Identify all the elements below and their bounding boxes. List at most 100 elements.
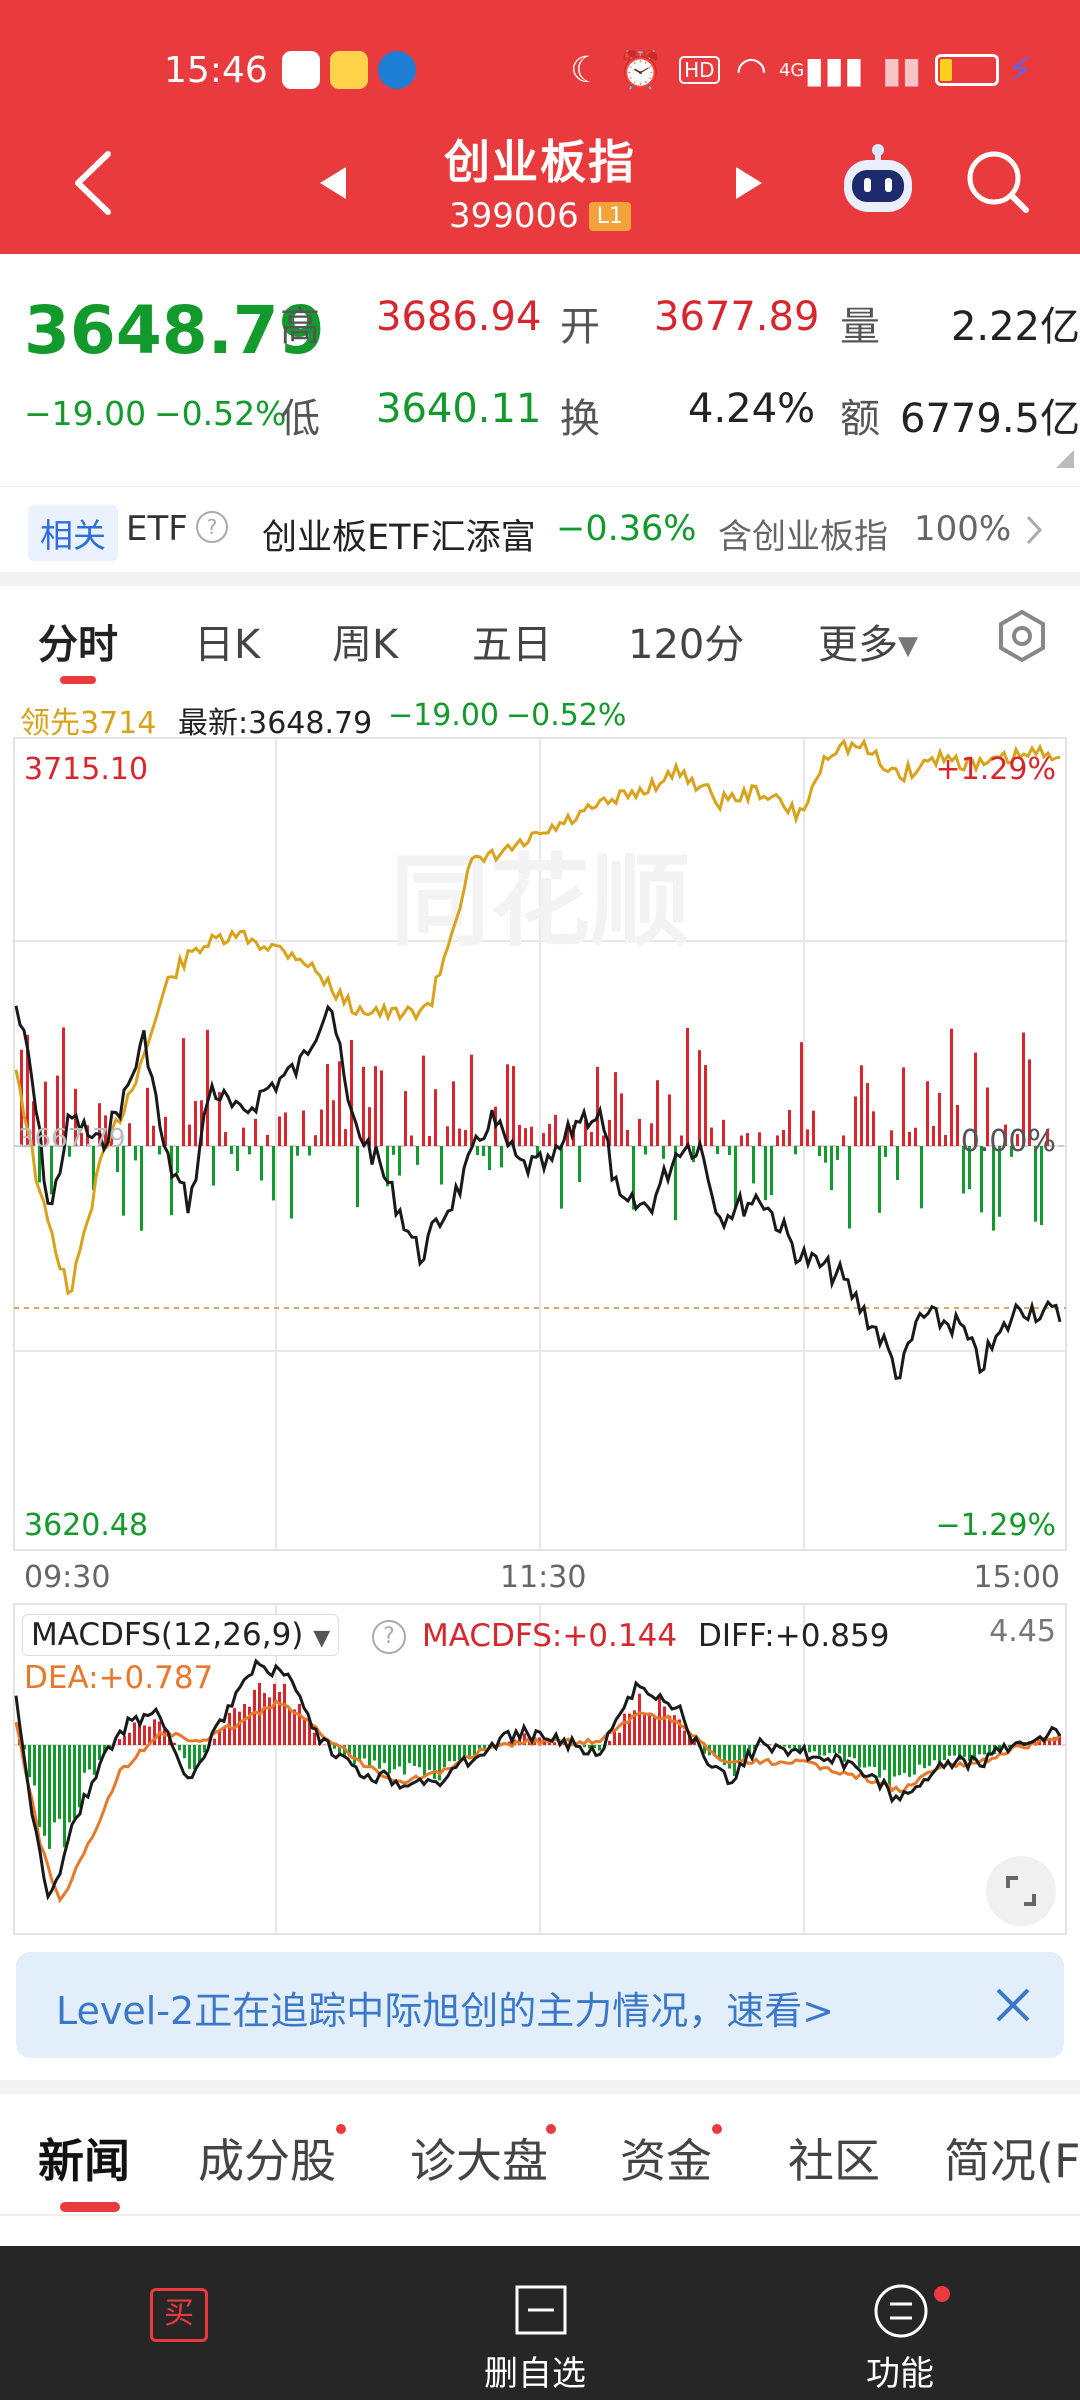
tab-intraday[interactable]: 分时: [38, 622, 118, 668]
volume-bar: [416, 1146, 419, 1165]
volume-bar: [128, 1123, 131, 1146]
volume-bar: [524, 1128, 527, 1146]
help-icon[interactable]: ?: [196, 511, 228, 543]
close-icon[interactable]: [994, 1986, 1032, 2024]
tab-community[interactable]: 社区: [788, 2134, 880, 2188]
volume-bar: [686, 1027, 689, 1146]
macd-bar: [58, 1745, 61, 1819]
macd-bar: [273, 1683, 276, 1745]
macd-bar: [893, 1745, 896, 1777]
macd-bar: [483, 1745, 486, 1749]
tab-weekly-k[interactable]: 周K: [332, 622, 399, 668]
fullscreen-button[interactable]: [986, 1856, 1056, 1926]
divider: [0, 2214, 1080, 2216]
tab-five-day[interactable]: 五日: [472, 622, 552, 668]
dropdown-icon: ▼: [898, 631, 918, 661]
macd-bar: [133, 1722, 136, 1745]
volume-bar: [188, 1124, 191, 1146]
macd-bar: [173, 1742, 176, 1745]
macd-bar: [713, 1745, 716, 1757]
tab-120min[interactable]: 120分: [628, 622, 745, 668]
macd-bar: [623, 1713, 626, 1745]
volume-bar: [890, 1130, 893, 1146]
macd-bar: [638, 1693, 641, 1745]
tab-news[interactable]: 新闻: [38, 2134, 130, 2188]
macd-bar: [358, 1745, 361, 1760]
macd-chart[interactable]: [0, 1602, 1080, 1938]
volume-bar: [824, 1146, 827, 1163]
tab-more[interactable]: 更多▼: [818, 622, 918, 668]
hd-icon: HD: [679, 56, 720, 84]
expand-corner-icon[interactable]: [1056, 450, 1074, 468]
macd-bar: [408, 1745, 411, 1763]
back-arrow-icon[interactable]: [72, 150, 112, 216]
tab-daily-k[interactable]: 日K: [194, 622, 261, 668]
volume-bar: [140, 1146, 143, 1231]
chart-settings-icon[interactable]: [994, 608, 1050, 664]
volume-label: 量: [840, 304, 880, 350]
function-label[interactable]: 功能: [866, 2354, 934, 2394]
level2-banner[interactable]: Level-2正在追踪中际旭创的主力情况，速看>: [16, 1952, 1064, 2058]
search-icon[interactable]: [964, 148, 1030, 214]
function-menu-icon[interactable]: [872, 2282, 930, 2340]
macd-bar: [658, 1697, 661, 1745]
volume-bar: [500, 1146, 503, 1168]
intraday-chart[interactable]: 同花顺: [0, 736, 1080, 1554]
macd-bar: [288, 1707, 291, 1745]
macd-bar: [908, 1745, 911, 1777]
macd-bar: [378, 1745, 381, 1769]
macd-bar: [663, 1706, 666, 1745]
volume-bar: [80, 1133, 83, 1146]
dropdown-icon: ▼: [313, 1626, 331, 1651]
robot-assistant-icon[interactable]: [838, 140, 918, 220]
macd-bar: [63, 1745, 66, 1848]
volume-bar: [536, 1146, 539, 1158]
volume-bar: [848, 1146, 851, 1229]
charging-icon: ⚡: [1007, 49, 1033, 91]
volume-bar: [302, 1110, 305, 1146]
macd-bar: [423, 1745, 426, 1776]
etf-change: −0.36%: [556, 509, 697, 549]
app-header: 15:46 ☾ ⏰ HD ◠ 4G ▮▮▮ ▮▮ ⚡ 创业板指 399006 L1: [0, 0, 1080, 254]
volume-bars: [20, 1027, 1049, 1231]
volume-bar: [944, 1134, 947, 1146]
remove-watchlist-label[interactable]: 删自选: [484, 2354, 586, 2394]
tab-overview[interactable]: 简况(F: [944, 2134, 1080, 2188]
related-etf-row[interactable]: 相关 ETF ? 创业板ETF汇添富 −0.36% 含创业板指 100%: [0, 486, 1080, 573]
macd-bar: [673, 1715, 676, 1745]
high-label: 高: [280, 304, 320, 350]
macd-selector[interactable]: MACDFS(12,26,9) ▼: [22, 1614, 340, 1656]
macd-bar: [138, 1723, 141, 1745]
macd-help-icon[interactable]: ?: [372, 1620, 406, 1654]
macd-bar: [963, 1745, 966, 1757]
volume-bar: [560, 1146, 563, 1209]
volume-bar: [590, 1132, 593, 1146]
volume-bar: [1022, 1032, 1025, 1146]
macd-bar: [643, 1712, 646, 1745]
macd-bar: [848, 1745, 851, 1757]
volume-bar: [194, 1101, 197, 1146]
macd-bar: [393, 1745, 396, 1770]
bottom-price-label: 3620.48: [24, 1508, 149, 1543]
diagnose-dot: [546, 2124, 556, 2134]
app-notification-icon: [282, 51, 320, 89]
base-pct-label: 0.00%: [960, 1124, 1056, 1159]
tab-diagnose[interactable]: 诊大盘: [410, 2134, 548, 2188]
tab-components[interactable]: 成分股: [198, 2134, 336, 2188]
tab-funds[interactable]: 资金: [620, 2134, 712, 2188]
macd-bar: [118, 1739, 121, 1745]
macd-bar: [838, 1745, 841, 1754]
macd-bar: [818, 1745, 821, 1756]
volume-bar: [206, 1029, 209, 1146]
volume-bar: [788, 1110, 791, 1146]
next-stock-icon[interactable]: [734, 165, 764, 201]
prev-stock-icon[interactable]: [318, 165, 348, 201]
buy-button[interactable]: 买: [150, 2288, 208, 2342]
macd-bar: [858, 1745, 861, 1768]
macd-bar: [833, 1745, 836, 1753]
remove-watchlist-icon[interactable]: [514, 2284, 568, 2336]
volume-bar: [812, 1110, 815, 1146]
volume-bar: [770, 1146, 773, 1196]
volume-bar: [308, 1146, 311, 1156]
volume-bar: [380, 1070, 383, 1146]
